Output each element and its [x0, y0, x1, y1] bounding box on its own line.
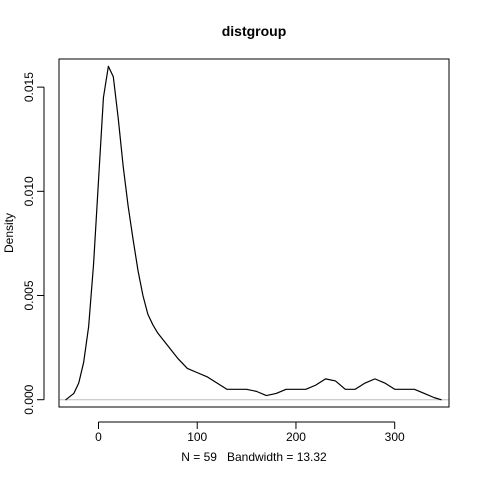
x-tick-label: 300	[385, 430, 405, 444]
y-tick-label: 0.005	[22, 280, 36, 310]
density-curve-0	[65, 65, 442, 401]
y-axis-title: Density	[2, 213, 16, 253]
x-axis-title: N = 59 Bandwidth = 13.32	[181, 450, 327, 464]
y-tick-label: 0.010	[22, 176, 36, 206]
chart-title: distgroup	[222, 23, 287, 39]
x-tick-label: 200	[286, 430, 306, 444]
y-tick-label: 0.015	[22, 72, 36, 102]
x-tick-label: 0	[95, 430, 102, 444]
x-tick-label: 100	[187, 430, 207, 444]
y-tick-label: 0.000	[22, 384, 36, 414]
plot-frame	[58, 58, 450, 408]
